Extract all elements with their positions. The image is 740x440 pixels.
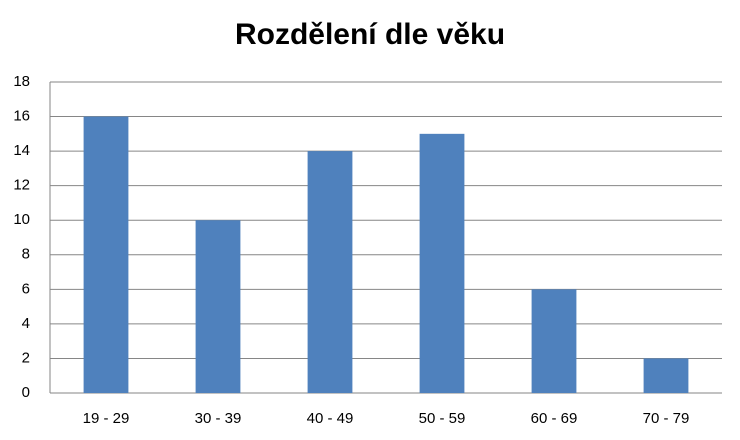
bar: [195, 220, 241, 393]
x-tick-label: 50 - 59: [419, 410, 466, 427]
bar: [307, 151, 353, 393]
y-tick-label: 10: [13, 211, 30, 228]
bar: [531, 289, 577, 393]
y-tick-label: 4: [22, 315, 30, 332]
x-tick-label: 30 - 39: [195, 410, 242, 427]
bar: [419, 133, 465, 394]
x-tick-label: 60 - 69: [531, 410, 578, 427]
x-tick-label: 19 - 29: [83, 410, 130, 427]
bar: [83, 116, 129, 394]
x-tick-label: 70 - 79: [643, 410, 690, 427]
y-tick-label: 0: [22, 384, 30, 401]
chart-title: Rozdělení dle věku: [235, 18, 505, 51]
y-tick-label: 6: [22, 280, 30, 297]
y-tick-label: 2: [22, 349, 30, 366]
y-tick-label: 18: [13, 73, 30, 90]
x-tick-label: 40 - 49: [307, 410, 354, 427]
bar: [643, 358, 689, 393]
y-tick-label: 14: [13, 142, 30, 159]
y-tick-label: 16: [13, 108, 30, 125]
y-tick-label: 8: [22, 246, 30, 263]
y-tick-label: 12: [13, 177, 30, 194]
